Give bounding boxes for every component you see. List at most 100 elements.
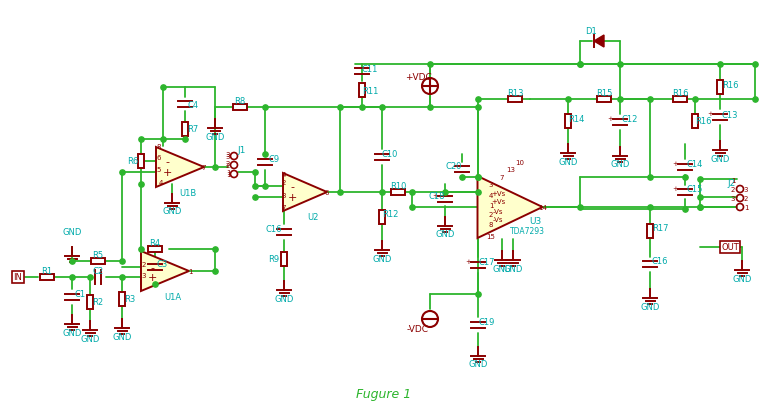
Text: 3: 3 bbox=[226, 154, 230, 160]
Text: Fugure 1: Fugure 1 bbox=[356, 388, 412, 400]
Polygon shape bbox=[478, 177, 542, 238]
Bar bbox=[87, 295, 93, 309]
Text: +: + bbox=[672, 161, 678, 166]
Text: 2: 2 bbox=[226, 161, 230, 166]
Text: C14: C14 bbox=[687, 160, 703, 169]
Text: GND: GND bbox=[62, 228, 81, 237]
Text: 6: 6 bbox=[325, 189, 329, 196]
Bar bbox=[138, 155, 144, 169]
Text: R15: R15 bbox=[596, 88, 612, 97]
Text: +: + bbox=[162, 168, 172, 178]
Text: 8: 8 bbox=[488, 221, 493, 227]
Text: U1B: U1B bbox=[180, 189, 197, 198]
Text: J2: J2 bbox=[728, 179, 736, 188]
Text: C19: C19 bbox=[478, 318, 495, 327]
Text: D1: D1 bbox=[585, 27, 597, 36]
Bar bbox=[597, 97, 611, 103]
Text: 1: 1 bbox=[226, 172, 230, 178]
Text: +: + bbox=[465, 258, 471, 264]
Text: R9: R9 bbox=[269, 255, 280, 264]
Text: GND: GND bbox=[205, 133, 225, 142]
Polygon shape bbox=[594, 36, 604, 48]
Text: R17: R17 bbox=[652, 224, 668, 233]
Text: C15: C15 bbox=[687, 185, 703, 194]
Text: C12: C12 bbox=[622, 115, 638, 124]
Bar bbox=[119, 292, 125, 306]
Text: U1A: U1A bbox=[164, 293, 181, 302]
Text: 7: 7 bbox=[282, 204, 286, 211]
Text: GND: GND bbox=[492, 265, 511, 274]
Text: TDA7293: TDA7293 bbox=[509, 227, 545, 236]
Bar bbox=[647, 225, 653, 238]
Text: R7: R7 bbox=[187, 125, 199, 134]
Bar bbox=[148, 246, 162, 252]
Text: 2: 2 bbox=[226, 163, 230, 169]
Bar bbox=[379, 211, 385, 225]
Text: -Vs: -Vs bbox=[493, 216, 503, 222]
Text: GND: GND bbox=[641, 303, 660, 312]
Text: 1: 1 bbox=[488, 202, 493, 209]
Text: 3: 3 bbox=[226, 152, 230, 157]
Text: -: - bbox=[165, 157, 169, 166]
Text: R12: R12 bbox=[382, 210, 398, 219]
Text: U2: U2 bbox=[307, 213, 319, 222]
Text: GND: GND bbox=[611, 160, 630, 169]
Text: 3: 3 bbox=[282, 193, 286, 198]
Text: R13: R13 bbox=[507, 88, 523, 97]
Text: 3: 3 bbox=[488, 182, 493, 188]
Bar bbox=[508, 97, 522, 103]
Text: C17: C17 bbox=[478, 258, 495, 267]
Text: +: + bbox=[287, 193, 296, 202]
Text: R10: R10 bbox=[390, 182, 406, 191]
Text: 5: 5 bbox=[157, 166, 161, 173]
Text: C18: C18 bbox=[429, 192, 445, 201]
Text: C11: C11 bbox=[362, 64, 378, 73]
Text: 7: 7 bbox=[202, 164, 207, 171]
Text: R16: R16 bbox=[672, 88, 688, 97]
Bar bbox=[692, 115, 698, 129]
Text: GND: GND bbox=[503, 265, 523, 274]
Text: -Vs: -Vs bbox=[493, 209, 503, 214]
Text: GND: GND bbox=[710, 155, 730, 164]
Polygon shape bbox=[156, 148, 204, 188]
Text: +: + bbox=[707, 111, 713, 117]
Text: 7: 7 bbox=[500, 175, 505, 180]
Text: GND: GND bbox=[112, 333, 131, 342]
Text: C4: C4 bbox=[187, 100, 199, 109]
Text: R14: R14 bbox=[568, 114, 584, 123]
Text: 13: 13 bbox=[507, 166, 515, 173]
Text: 1: 1 bbox=[743, 204, 748, 211]
Text: 6: 6 bbox=[157, 155, 161, 161]
Text: 2: 2 bbox=[282, 180, 286, 186]
Text: 2: 2 bbox=[731, 187, 735, 193]
Text: GND: GND bbox=[162, 207, 182, 216]
Text: 3: 3 bbox=[730, 196, 735, 202]
Text: -: - bbox=[150, 262, 154, 272]
Text: R5: R5 bbox=[92, 251, 104, 260]
Text: GND: GND bbox=[62, 329, 81, 338]
Text: R6: R6 bbox=[127, 157, 139, 166]
Text: 2: 2 bbox=[488, 211, 493, 218]
Text: GND: GND bbox=[274, 295, 293, 304]
Bar bbox=[391, 189, 405, 196]
Text: 1: 1 bbox=[187, 268, 192, 274]
Text: C16: C16 bbox=[652, 257, 668, 266]
Text: 4: 4 bbox=[159, 180, 163, 186]
Polygon shape bbox=[283, 173, 327, 211]
Text: C20: C20 bbox=[445, 162, 462, 171]
Text: GND: GND bbox=[468, 360, 488, 369]
Text: +Vs: +Vs bbox=[491, 191, 505, 196]
Text: C13: C13 bbox=[722, 110, 738, 119]
Text: 10: 10 bbox=[515, 160, 525, 166]
Polygon shape bbox=[141, 252, 189, 291]
Text: GND: GND bbox=[372, 255, 392, 264]
Text: OUT: OUT bbox=[721, 243, 739, 252]
Text: IN: IN bbox=[14, 273, 22, 282]
Text: C3: C3 bbox=[157, 260, 167, 269]
Text: 3: 3 bbox=[142, 272, 146, 278]
Text: J1: J1 bbox=[238, 146, 247, 155]
Text: R16: R16 bbox=[695, 117, 711, 126]
Text: R4: R4 bbox=[150, 239, 161, 248]
Text: R8: R8 bbox=[234, 97, 246, 106]
Text: 1: 1 bbox=[730, 178, 735, 184]
